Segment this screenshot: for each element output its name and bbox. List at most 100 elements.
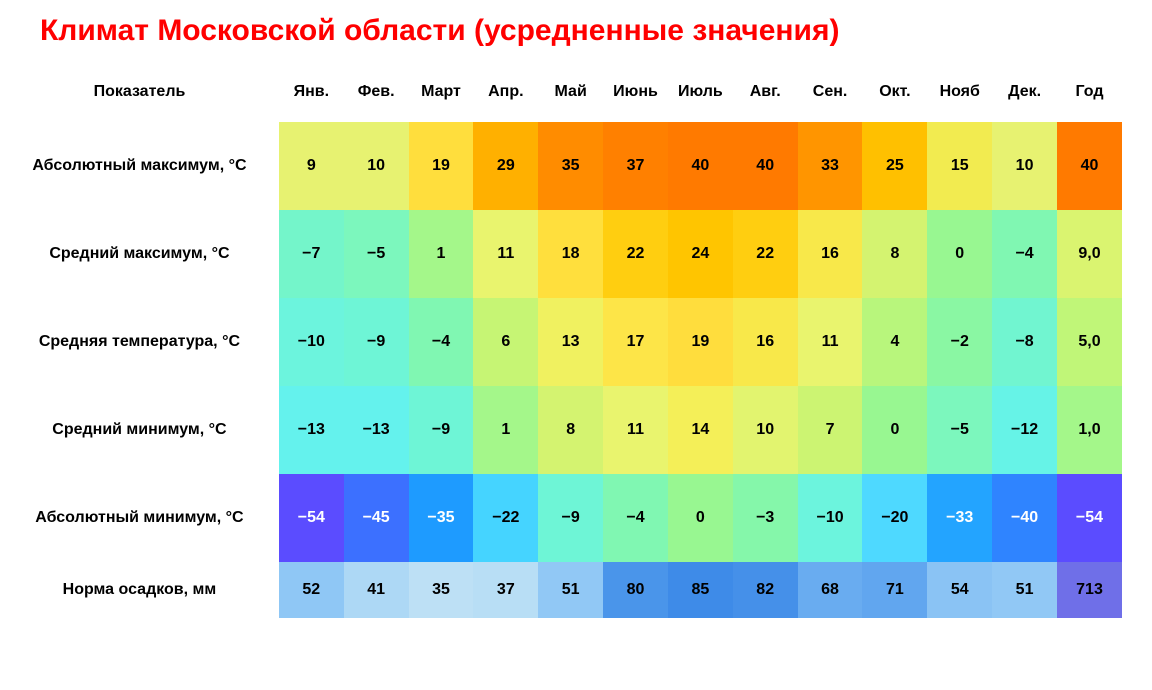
data-cell: 7 [798, 386, 863, 474]
data-cell: 18 [538, 210, 603, 298]
data-cell: 14 [668, 386, 733, 474]
data-cell: 11 [603, 386, 668, 474]
table-row: Средний минимум, °C−13−13−91811141070−5−… [0, 386, 1122, 474]
data-cell: −8 [992, 298, 1057, 386]
data-cell: −35 [409, 474, 474, 562]
data-cell: 713 [1057, 562, 1122, 618]
data-cell: 9 [279, 122, 344, 210]
data-cell: 40 [733, 122, 798, 210]
month-header: Апр. [473, 62, 538, 122]
month-header: Май [538, 62, 603, 122]
data-cell: −22 [473, 474, 538, 562]
page-title: Климат Московской области (усредненные з… [40, 14, 1122, 48]
data-cell: 16 [798, 210, 863, 298]
month-header: Год [1057, 62, 1122, 122]
data-cell: 0 [862, 386, 927, 474]
data-cell: 16 [733, 298, 798, 386]
data-cell: 10 [733, 386, 798, 474]
row-label: Норма осадков, мм [0, 562, 279, 618]
data-cell: 17 [603, 298, 668, 386]
data-cell: 1 [473, 386, 538, 474]
data-cell: 40 [668, 122, 733, 210]
month-header: Нояб [927, 62, 992, 122]
data-cell: −9 [538, 474, 603, 562]
data-cell: −10 [798, 474, 863, 562]
data-cell: 0 [927, 210, 992, 298]
data-cell: 35 [409, 562, 474, 618]
data-cell: 52 [279, 562, 344, 618]
data-cell: 41 [344, 562, 409, 618]
data-cell: 25 [862, 122, 927, 210]
row-label: Средний минимум, °C [0, 386, 279, 474]
data-cell: −2 [927, 298, 992, 386]
data-cell: 4 [862, 298, 927, 386]
data-cell: 68 [798, 562, 863, 618]
table-body: Абсолютный максимум, °C91019293537404033… [0, 122, 1122, 618]
data-cell: 85 [668, 562, 733, 618]
data-cell: 80 [603, 562, 668, 618]
data-cell: −13 [344, 386, 409, 474]
data-cell: −13 [279, 386, 344, 474]
data-cell: 51 [538, 562, 603, 618]
row-label: Абсолютный максимум, °C [0, 122, 279, 210]
month-header: Июль [668, 62, 733, 122]
data-cell: 10 [992, 122, 1057, 210]
data-cell: 8 [538, 386, 603, 474]
data-cell: 29 [473, 122, 538, 210]
data-cell: 5,0 [1057, 298, 1122, 386]
data-cell: −9 [409, 386, 474, 474]
table-row: Норма осадков, мм52413537518085826871545… [0, 562, 1122, 618]
data-cell: 82 [733, 562, 798, 618]
month-header: Март [409, 62, 474, 122]
row-label: Абсолютный минимум, °C [0, 474, 279, 562]
data-cell: −20 [862, 474, 927, 562]
data-cell: 0 [668, 474, 733, 562]
data-cell: −33 [927, 474, 992, 562]
data-cell: −3 [733, 474, 798, 562]
data-cell: −40 [992, 474, 1057, 562]
month-header: Фев. [344, 62, 409, 122]
data-cell: 24 [668, 210, 733, 298]
data-cell: −5 [344, 210, 409, 298]
header-row: Показатель Янв.Фев.МартАпр.МайИюньИюльАв… [0, 62, 1122, 122]
data-cell: −54 [279, 474, 344, 562]
data-cell: 15 [927, 122, 992, 210]
month-header: Сен. [798, 62, 863, 122]
row-label: Средний максимум, °C [0, 210, 279, 298]
month-header: Дек. [992, 62, 1057, 122]
data-cell: 11 [798, 298, 863, 386]
data-cell: 33 [798, 122, 863, 210]
table-row: Абсолютный максимум, °C91019293537404033… [0, 122, 1122, 210]
data-cell: −5 [927, 386, 992, 474]
data-cell: 22 [733, 210, 798, 298]
data-cell: 71 [862, 562, 927, 618]
data-cell: 22 [603, 210, 668, 298]
data-cell: 11 [473, 210, 538, 298]
data-cell: 19 [668, 298, 733, 386]
data-cell: −45 [344, 474, 409, 562]
data-cell: 6 [473, 298, 538, 386]
data-cell: −7 [279, 210, 344, 298]
data-cell: 1 [409, 210, 474, 298]
data-cell: 13 [538, 298, 603, 386]
data-cell: 54 [927, 562, 992, 618]
month-header: Июнь [603, 62, 668, 122]
header-label: Показатель [0, 62, 279, 122]
data-cell: 9,0 [1057, 210, 1122, 298]
data-cell: −4 [603, 474, 668, 562]
data-cell: 37 [473, 562, 538, 618]
data-cell: 51 [992, 562, 1057, 618]
month-header: Авг. [733, 62, 798, 122]
data-cell: −4 [409, 298, 474, 386]
data-cell: −10 [279, 298, 344, 386]
table-row: Средний максимум, °C−7−5111182224221680−… [0, 210, 1122, 298]
month-header: Окт. [862, 62, 927, 122]
month-header: Янв. [279, 62, 344, 122]
data-cell: 8 [862, 210, 927, 298]
data-cell: −54 [1057, 474, 1122, 562]
data-cell: −9 [344, 298, 409, 386]
data-cell: 40 [1057, 122, 1122, 210]
data-cell: −12 [992, 386, 1057, 474]
data-cell: 19 [409, 122, 474, 210]
data-cell: 1,0 [1057, 386, 1122, 474]
